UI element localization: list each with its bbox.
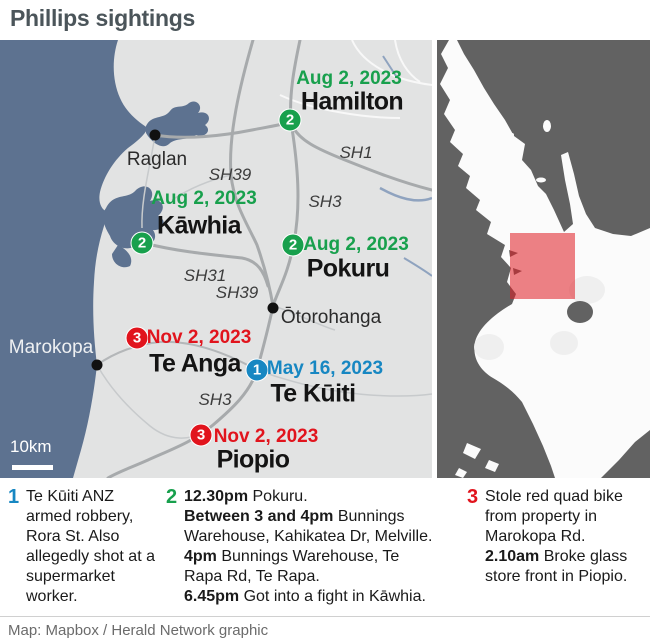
marokopa-dot	[91, 359, 103, 371]
sighting-date-kawhia: Aug 2, 2023	[151, 188, 257, 209]
sighting-date-hamilton: Aug 2, 2023	[296, 68, 402, 89]
sighting-date-piopio: Nov 2, 2023	[213, 426, 319, 447]
road-label-sh3-north: SH3	[308, 192, 342, 211]
sighting-marker-piopio: 3	[189, 423, 213, 447]
major-roads	[106, 40, 432, 478]
main-map: Raglan Ōtorohanga Marokopa SH1 SH39 SH3 …	[0, 40, 432, 478]
offshore-islands	[455, 120, 551, 478]
credit-line: Map: Mapbox / Herald Network graphic	[8, 622, 269, 639]
main-map-art	[0, 40, 432, 478]
scale-bar	[12, 465, 53, 470]
rivers	[379, 55, 432, 277]
town-label-raglan: Raglan	[126, 149, 188, 170]
sighting-date-te-kuiti: May 16, 2023	[266, 358, 384, 379]
lake-taupo	[567, 301, 593, 323]
road-label-sh3-south: SH3	[198, 390, 232, 409]
road-label-sh39-south: SH39	[215, 283, 259, 302]
road-sh31	[146, 242, 270, 288]
sighting-place-hamilton: Hamilton	[300, 87, 404, 116]
footer-divider	[0, 616, 650, 617]
sighting-place-te-anga: Te Anga	[149, 349, 241, 378]
legend-text-2: 12.30pm Pokuru. Between 3 and 4pm Bunnin…	[184, 488, 433, 605]
sighting-marker-hamilton: 2	[278, 108, 302, 132]
highlight-region-box	[510, 233, 575, 299]
road-sh1	[289, 40, 432, 192]
raglan-dot	[149, 129, 161, 141]
sighting-place-piopio: Piopio	[216, 445, 290, 474]
page-title: Phillips sightings	[10, 5, 196, 31]
legend-number-1: 1	[8, 486, 20, 508]
road-sh39	[229, 40, 275, 308]
town-label-otorohanga: Ōtorohanga	[280, 307, 382, 328]
road-te-anga	[96, 340, 258, 371]
sighting-marker-te-kuiti: 1	[245, 358, 269, 382]
sighting-place-kawhia: Kāwhia	[157, 211, 242, 240]
legend-text-3: Stole red quad bike from property in Mar…	[485, 488, 632, 585]
legend-entry-3: 3 Stole red quad bike from property in M…	[467, 487, 650, 587]
terrain-shading	[474, 276, 605, 360]
sighting-place-te-kuiti: Te Kūiti	[270, 379, 356, 408]
scale-label: 10km	[10, 437, 52, 456]
local-roads	[279, 40, 432, 119]
sighting-place-pokuru: Pokuru	[306, 254, 390, 283]
legend-number-3: 3	[467, 486, 479, 508]
sighting-marker-kawhia: 2	[130, 231, 154, 255]
legend-number-2: 2	[166, 486, 178, 508]
legend-text-1: Te Kūiti ANZ armed robbery, Rora St. Als…	[26, 488, 160, 605]
kawhia-harbour-arm	[112, 245, 132, 268]
road-label-sh31: SH31	[183, 266, 227, 285]
minor-roads	[96, 134, 432, 439]
legend-entry-2: 2 12.30pm Pokuru. Between 3 and 4pm Bunn…	[166, 487, 439, 607]
inset-map	[437, 40, 650, 478]
sighting-marker-te-anga: 3	[125, 326, 149, 350]
sighting-date-te-anga: Nov 2, 2023	[146, 327, 252, 348]
town-label-marokopa: Marokopa	[8, 337, 94, 358]
road-label-sh1: SH1	[339, 143, 373, 162]
sea-shape	[0, 40, 148, 478]
sighting-marker-pokuru: 2	[281, 233, 305, 257]
otorohanga-dot	[267, 302, 279, 314]
sighting-date-pokuru: Aug 2, 2023	[303, 234, 409, 255]
legend-entry-1: 1 Te Kūiti ANZ armed robbery, Rora St. A…	[8, 487, 160, 607]
road-label-sh39-north: SH39	[208, 165, 252, 184]
